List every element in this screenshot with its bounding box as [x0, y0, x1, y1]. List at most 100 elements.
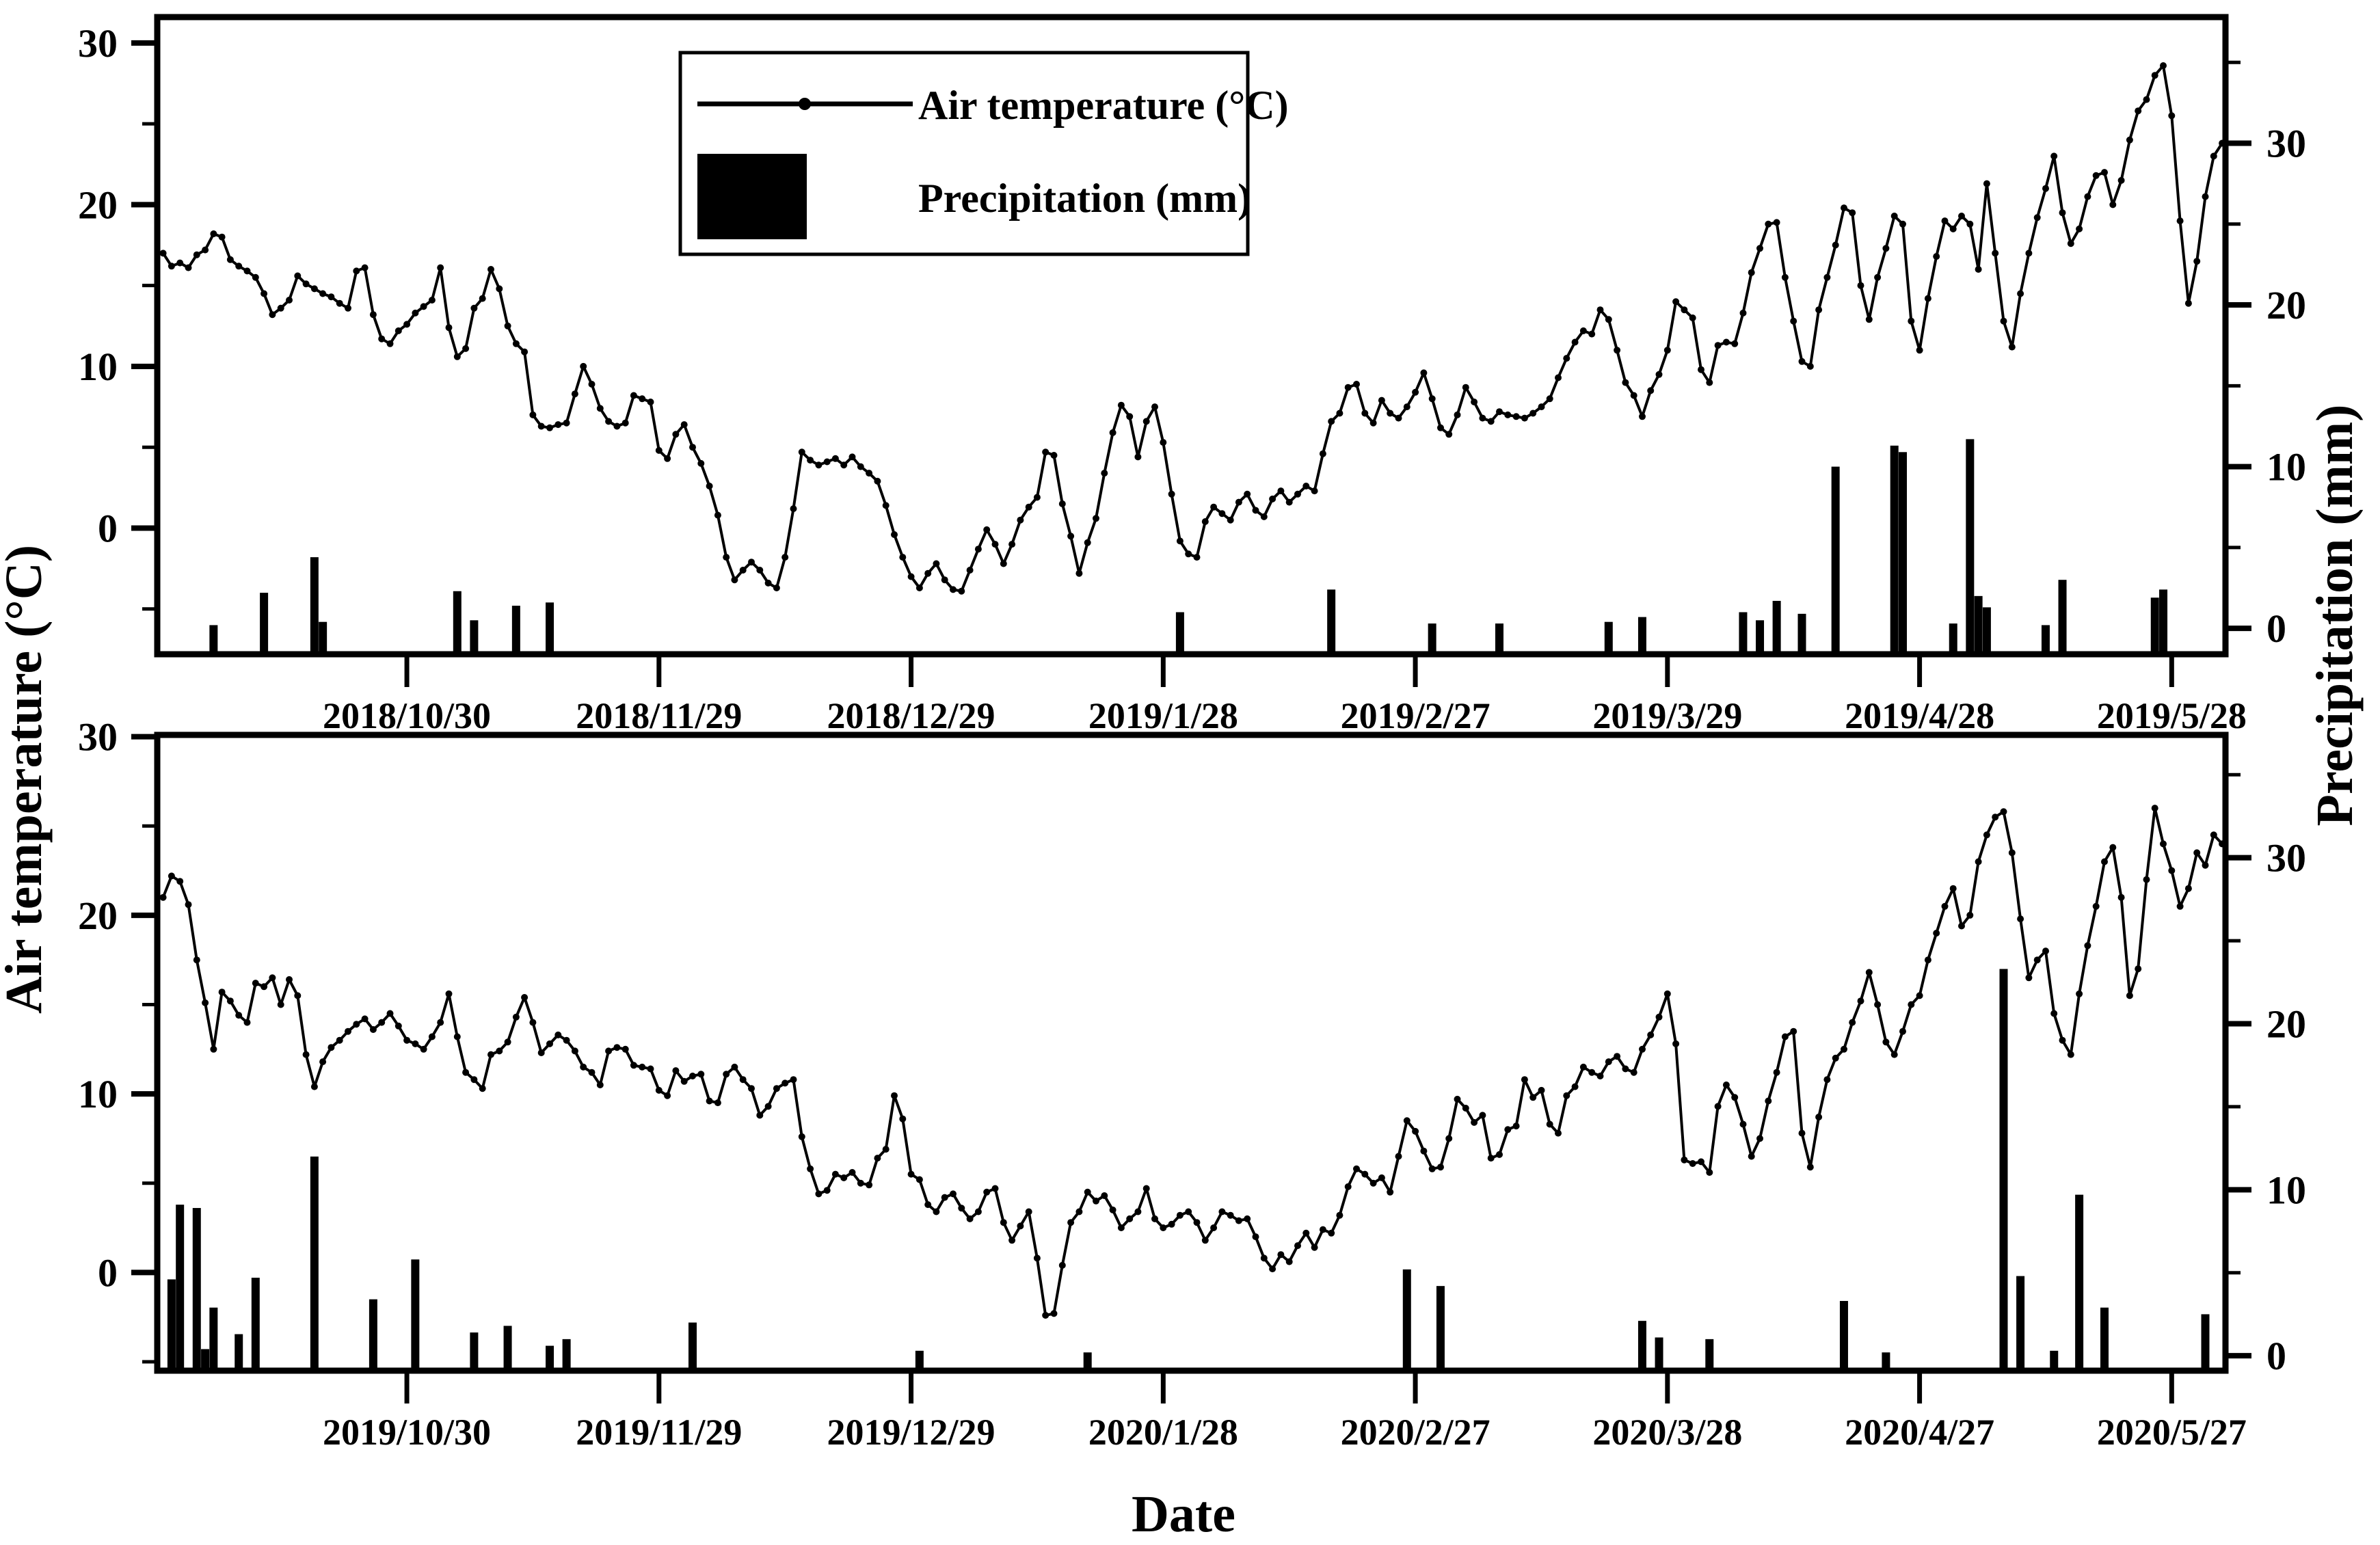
data-point-marker [1302, 1229, 1310, 1237]
x-axis-date-label: 2020/4/27 [1845, 1412, 1994, 1453]
precipitation-bar [235, 1334, 243, 1371]
data-point-marker [1806, 1164, 1814, 1171]
data-point-marker [605, 418, 613, 425]
data-point-marker [235, 263, 243, 270]
data-point-marker [1227, 516, 1234, 524]
x-axis-date-label: 2019/10/30 [323, 1412, 491, 1453]
precipitation-bar [1797, 613, 1806, 654]
data-point-marker [1000, 560, 1007, 567]
data-point-marker [2101, 169, 2108, 176]
data-point-marker [748, 1085, 755, 1092]
data-point-marker [1841, 204, 1847, 212]
data-point-marker [1462, 1105, 1469, 1112]
data-point-marker [310, 285, 318, 293]
data-point-marker [958, 587, 965, 595]
data-point-marker [1277, 487, 1285, 495]
data-point-marker [924, 569, 932, 577]
data-point-marker [621, 1045, 629, 1053]
precipitation-bar [1327, 589, 1336, 654]
right-axis-tick-label: 0 [2267, 606, 2286, 651]
precipitation-bar [1756, 620, 1765, 654]
data-point-marker [1050, 452, 1058, 459]
data-point-marker [571, 390, 578, 398]
data-point-marker [1823, 273, 1831, 281]
data-point-marker [193, 251, 200, 258]
panel-bottom-2019-2020: 0 10 20 30 0 10 20 30 2019/10/30 2019/11/29 2019/1… [78, 715, 2306, 1453]
data-point-marker [420, 303, 427, 310]
data-point-marker [983, 526, 991, 533]
right-axis-tick-label: 20 [2267, 1002, 2306, 1047]
data-point-marker [1210, 503, 1218, 511]
precipitation-bar [192, 1208, 201, 1371]
data-point-marker [2076, 990, 2083, 997]
data-point-marker [680, 1077, 688, 1085]
data-point-marker [202, 999, 209, 1006]
precipitation-bar [546, 602, 554, 654]
data-point-marker [546, 1040, 553, 1047]
data-point-marker [899, 554, 907, 561]
data-point-marker [1058, 500, 1066, 507]
data-point-marker [1983, 180, 1990, 187]
right-y-axis-title: Precipitation (mm) [2306, 405, 2364, 827]
data-point-marker [924, 1201, 932, 1209]
data-point-marker [412, 309, 419, 317]
data-point-marker [941, 576, 948, 584]
data-point-marker [2025, 974, 2033, 982]
precipitation-bar [2159, 589, 2168, 654]
data-point-marker [1227, 1211, 1234, 1219]
data-point-marker [1949, 225, 1957, 232]
data-point-marker [185, 901, 192, 909]
data-point-marker [1563, 355, 1570, 362]
data-point-marker [1487, 1155, 1495, 1162]
data-point-marker [1538, 1086, 1545, 1094]
data-point-marker [874, 477, 881, 485]
precipitation-bar [1999, 969, 2008, 1371]
precipitation-bar [167, 1279, 176, 1371]
data-point-marker [1882, 245, 1890, 252]
data-point-marker [706, 1097, 713, 1105]
data-point-marker [1252, 507, 1259, 514]
data-point-marker [512, 1013, 520, 1021]
data-point-marker [764, 579, 772, 587]
data-point-marker [1908, 1001, 1915, 1008]
data-point-marker [1454, 411, 1461, 418]
data-point-marker [537, 1049, 545, 1056]
data-point-marker [336, 1036, 343, 1044]
left-axis-tick-label: 30 [78, 715, 118, 760]
data-point-marker [655, 446, 663, 454]
data-point-marker [1698, 1158, 1704, 1166]
data-point-marker [496, 285, 503, 293]
data-point-marker [1201, 1237, 1209, 1244]
data-point-marker [1093, 1197, 1099, 1205]
data-point-marker [2210, 152, 2217, 160]
data-point-marker [1479, 414, 1486, 422]
precipitation-bar [503, 1326, 512, 1371]
data-point-marker [1193, 1219, 1201, 1226]
data-point-marker [470, 304, 478, 312]
data-point-marker [202, 246, 209, 254]
data-point-marker [1302, 483, 1310, 489]
x-axis-date-label: 2018/11/29 [576, 695, 742, 736]
data-point-marker [1058, 1261, 1066, 1269]
data-point-marker [403, 321, 411, 328]
data-point-marker [2050, 1010, 2058, 1017]
data-point-marker [798, 1133, 805, 1140]
data-point-marker [1571, 1083, 1579, 1090]
data-point-marker [1000, 1219, 1007, 1226]
data-point-marker [739, 1076, 747, 1084]
data-point-marker [2000, 808, 2007, 816]
data-point-marker [933, 1208, 940, 1215]
precipitation-bar [310, 1156, 319, 1371]
legend-label-precipitation: Precipitation (mm) [918, 176, 1251, 221]
data-point-marker [1269, 1265, 1276, 1273]
data-point-marker [891, 1092, 898, 1099]
data-point-marker [950, 1190, 957, 1198]
precipitation-bar [2050, 1350, 2059, 1371]
data-point-marker [1017, 1222, 1024, 1230]
data-point-marker [2202, 193, 2209, 200]
data-point-marker [1008, 1237, 1016, 1244]
data-point-marker [1093, 515, 1099, 522]
data-point-marker [756, 1112, 764, 1119]
data-point-marker [983, 1188, 991, 1196]
data-point-marker [1336, 409, 1343, 417]
